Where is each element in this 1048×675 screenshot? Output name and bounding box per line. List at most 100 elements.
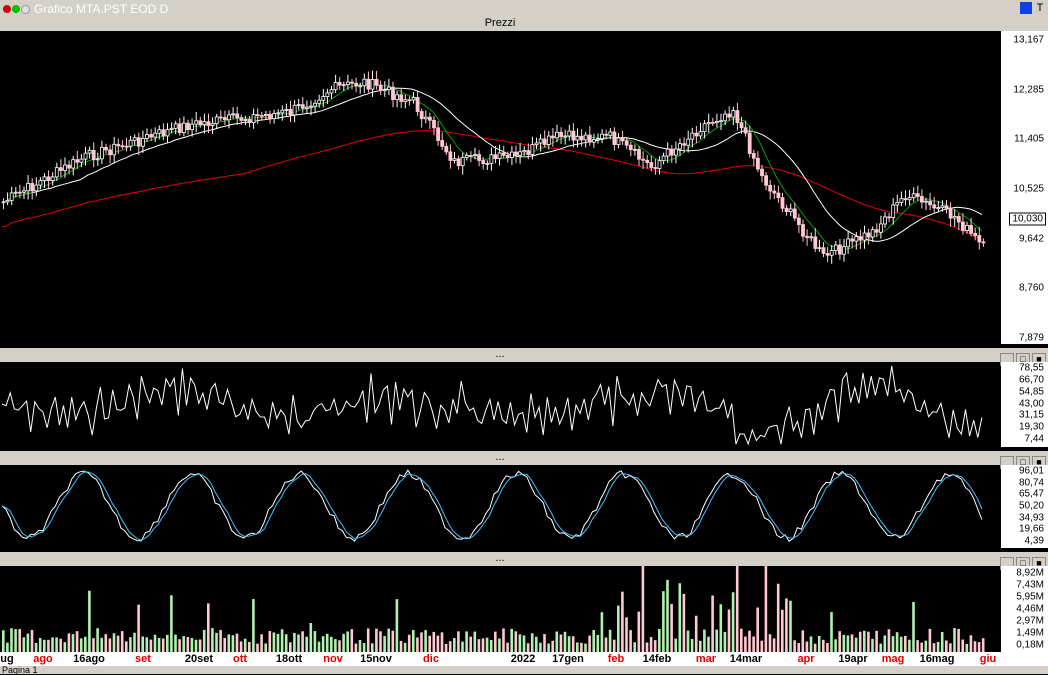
date-axis-label: 15nov xyxy=(360,653,392,665)
price-candle xyxy=(879,223,883,233)
price-candle xyxy=(145,134,149,139)
price-candle xyxy=(952,216,957,219)
price-candle xyxy=(883,216,887,225)
price-candle xyxy=(288,108,293,116)
price-candle xyxy=(501,152,506,156)
price-candle xyxy=(247,119,252,124)
volume-bar xyxy=(932,643,936,652)
price-candle xyxy=(333,82,338,91)
price-candle xyxy=(165,129,170,137)
price-candle xyxy=(546,135,551,145)
price-candle xyxy=(382,89,387,92)
price-candle xyxy=(932,204,937,209)
close-dot-icon[interactable] xyxy=(3,5,11,13)
price-candle xyxy=(616,137,621,145)
price-candle xyxy=(772,190,777,194)
minimize-dot-icon[interactable] xyxy=(21,5,30,14)
price-candle xyxy=(694,132,699,137)
price-candle xyxy=(534,142,539,146)
price-candle xyxy=(63,164,67,171)
price-candle xyxy=(600,133,604,140)
price-candle xyxy=(899,198,904,203)
volume-bar xyxy=(481,638,485,652)
rsi-y-axis: 78,55 66,70 54,85 43,00 31,15 19,30 7,44 xyxy=(1001,362,1048,447)
price-candle xyxy=(555,131,559,139)
price-candle xyxy=(251,114,256,124)
volume-y-axis: 8,92M 7,43M 5,95M 4,46M 2,97M 1,49M 0,18M xyxy=(1001,566,1048,652)
price-candle xyxy=(657,160,662,169)
price-candle xyxy=(514,151,518,156)
volume-bar xyxy=(576,642,579,652)
volume-bar xyxy=(178,639,181,652)
volume-bar xyxy=(629,630,632,652)
volume-bar xyxy=(84,636,87,652)
price-candle xyxy=(551,135,555,139)
volume-bar xyxy=(260,634,263,652)
price-candle xyxy=(284,108,289,111)
volume-bar xyxy=(977,642,981,652)
price-y-tick-label: 11,405 xyxy=(1014,133,1044,145)
price-candle xyxy=(780,197,785,209)
volume-bar xyxy=(116,635,120,652)
mid-moving-average-line xyxy=(1,87,983,242)
volume-bar xyxy=(371,643,374,652)
price-candle xyxy=(374,79,379,86)
price-candle xyxy=(263,113,268,116)
window-titlebar: Grafico MTA.PST EOD D T xyxy=(0,0,1048,17)
volume-bar xyxy=(252,599,255,652)
volume-bar xyxy=(71,634,75,652)
volume-bar xyxy=(239,641,243,652)
short-moving-average-line xyxy=(1,83,983,251)
date-axis-label: 20set xyxy=(184,653,214,665)
price-candle xyxy=(153,132,158,138)
price-candle xyxy=(440,140,445,147)
volume-bar xyxy=(387,628,390,652)
volume-bar xyxy=(555,631,559,652)
price-candle xyxy=(784,207,789,213)
volume-bar xyxy=(375,628,378,652)
volume-bar xyxy=(781,609,784,652)
volume-bar xyxy=(489,639,493,652)
rsi-panel: ... _ □ ■ 78,55 66,70 54,85 43,00 31,15 19,30 7,… xyxy=(0,348,1048,447)
price-candle xyxy=(678,143,682,150)
volume-bar xyxy=(506,642,509,652)
volume-bar xyxy=(822,639,825,652)
price-y-tick-label: 7,879 xyxy=(1018,332,1044,344)
price-candle xyxy=(292,104,297,116)
volume-bar xyxy=(920,642,923,652)
price-candle xyxy=(858,236,863,241)
stochastic-panel-header: ... _ □ ■ xyxy=(0,451,1048,469)
volume-bar xyxy=(215,632,218,652)
window-blue-button[interactable] xyxy=(1020,2,1032,14)
volume-bar xyxy=(100,637,103,652)
volume-bar xyxy=(879,643,882,652)
volume-bar xyxy=(198,639,202,652)
maximize-dot-icon[interactable] xyxy=(12,5,20,13)
price-candle xyxy=(874,229,879,233)
volume-bar xyxy=(149,639,153,652)
volume-bar xyxy=(641,564,645,652)
price-candle xyxy=(518,151,522,156)
sheet-tab[interactable]: Pagina 1 xyxy=(2,665,38,675)
rsi-y-tick-label: 43,00 xyxy=(1018,398,1044,409)
price-candle xyxy=(108,149,112,156)
window-t-button[interactable]: T xyxy=(1036,2,1044,14)
price-candle xyxy=(706,122,711,125)
volume-bar xyxy=(63,642,67,652)
date-axis-label: ago xyxy=(33,653,53,665)
volume-bar xyxy=(354,643,358,652)
volume-bar xyxy=(662,591,665,652)
price-candle xyxy=(329,89,334,94)
volume-bar xyxy=(231,635,235,652)
volume-bar xyxy=(321,636,325,652)
price-candle xyxy=(26,183,31,192)
price-candle xyxy=(797,217,801,226)
volume-bar xyxy=(55,637,58,652)
volume-bar xyxy=(153,634,157,652)
price-candle xyxy=(866,232,871,238)
volume-bar xyxy=(227,634,231,652)
price-candle xyxy=(768,184,773,192)
price-candle xyxy=(112,143,117,156)
price-candle xyxy=(674,148,678,156)
volume-bar xyxy=(637,611,641,652)
